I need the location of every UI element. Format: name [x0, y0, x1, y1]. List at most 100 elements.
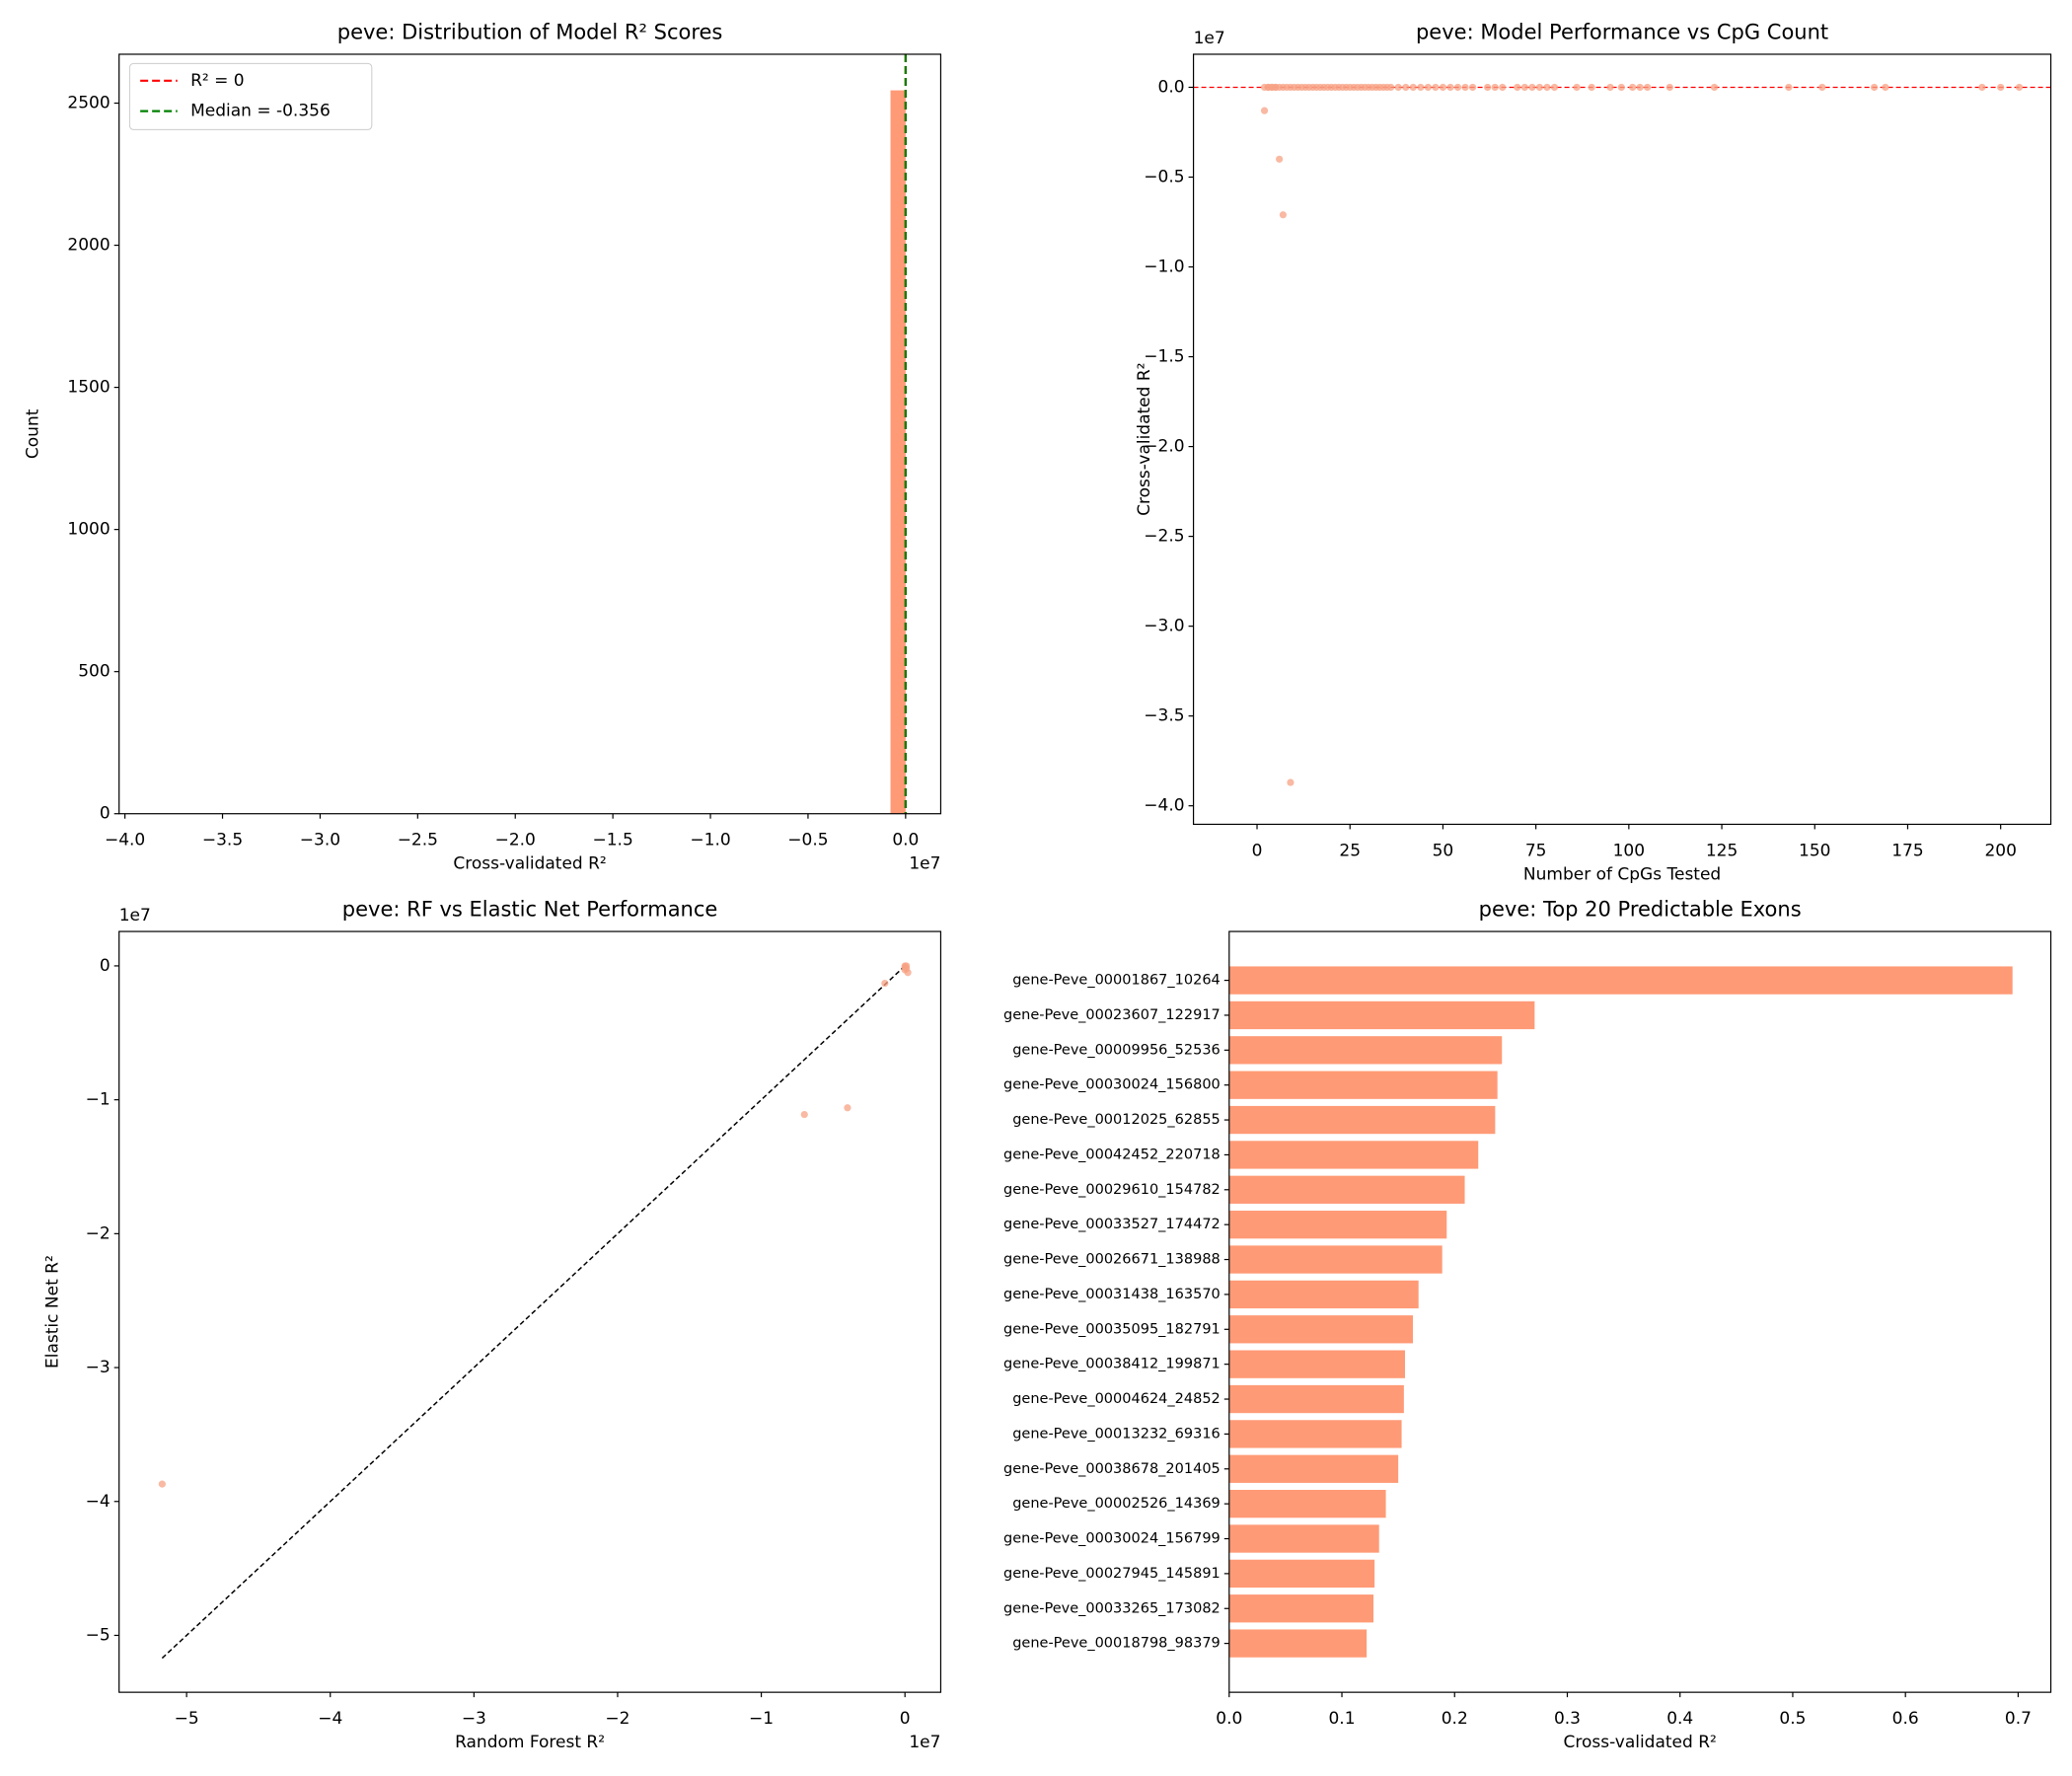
bar: [1228, 1350, 1405, 1378]
scatter-point: [1588, 83, 1595, 92]
scatter-point: [844, 1104, 851, 1112]
y-tick-label: 0.0: [1158, 77, 1185, 97]
x-tick-label: 50: [1433, 841, 1454, 860]
category-label: gene-Peve_00012025_62855: [1012, 1112, 1221, 1128]
scatter-point: [1260, 107, 1269, 114]
bar: [1228, 1384, 1404, 1414]
y-tick-label: 0: [100, 804, 111, 824]
bar: [1228, 1315, 1413, 1344]
category-label: gene-Peve_00031438_163570: [1003, 1287, 1221, 1302]
scatter-point: [1387, 83, 1395, 92]
x-tick-label: 100: [1613, 841, 1645, 860]
x-tick-label: 150: [1799, 841, 1830, 860]
scatter-point: [901, 966, 909, 974]
diagonal-line: [161, 965, 906, 1660]
y-tick-label: −2.0: [1144, 437, 1184, 457]
x-tick-label: 125: [1706, 841, 1738, 860]
x-tick-label: −4.0: [105, 831, 145, 851]
bar: [1228, 1629, 1368, 1658]
scatter-point: [1461, 83, 1469, 92]
y-tick-label: 2000: [67, 236, 110, 256]
category-label: gene-Peve_00002526_14369: [1012, 1496, 1221, 1512]
scatter-point: [1629, 83, 1637, 92]
scatter-point: [1535, 83, 1544, 92]
x-tick-label: −0.5: [787, 831, 828, 851]
scatter-point: [1394, 83, 1402, 92]
x-tick-label: −2.5: [398, 831, 438, 851]
y-axis-label: Cross-validated R²: [1135, 363, 1154, 516]
bar: [1228, 1071, 1498, 1099]
category-label: gene-Peve_00035095_182791: [1003, 1321, 1221, 1337]
scatter-point: [158, 1480, 166, 1488]
x-tick-label: 75: [1525, 841, 1547, 860]
scatter-point: [1446, 83, 1454, 92]
legend-box: [128, 62, 373, 130]
y-axis-label: Elastic Net R²: [43, 1255, 63, 1369]
scatter-point: [1499, 83, 1507, 92]
scatter-point: [1417, 83, 1425, 92]
y-tick-label: 1500: [67, 378, 110, 398]
scatter-point: [2015, 83, 2024, 92]
x-tick-label: −4: [318, 1709, 342, 1729]
x-tick-label: −3.5: [202, 831, 243, 851]
category-label: gene-Peve_00030024_156800: [1003, 1077, 1221, 1093]
bar: [1228, 1420, 1402, 1448]
y-offset-label: 1e7: [119, 906, 151, 925]
scatter-point: [1882, 83, 1889, 92]
scatter-point: [1785, 83, 1793, 92]
x-tick-label: −3: [462, 1709, 486, 1729]
x-tick-label: 0.3: [1554, 1709, 1581, 1729]
scatter-point: [1528, 83, 1536, 92]
scatter-point: [1710, 83, 1719, 92]
category-label: gene-Peve_00023607_122917: [1003, 1007, 1221, 1023]
axes-frame: [1192, 53, 2052, 826]
category-label: gene-Peve_00030024_156799: [1003, 1531, 1221, 1547]
scatter-point: [1453, 83, 1462, 92]
y-tick-label: −1: [86, 1090, 111, 1110]
y-tick-label: −2: [86, 1223, 111, 1243]
scatter-point: [1997, 83, 2005, 92]
y-tick-label: −3.0: [1144, 617, 1184, 636]
y-offset-label: 1e7: [1194, 29, 1225, 48]
x-tick-label: −5: [175, 1709, 199, 1729]
scatter-point: [1636, 83, 1644, 92]
category-label: gene-Peve_00029610_154782: [1003, 1182, 1221, 1198]
category-label: gene-Peve_00042452_220718: [1003, 1147, 1221, 1162]
x-axis-label: Cross-validated R²: [453, 854, 606, 874]
bar: [1228, 1454, 1399, 1483]
y-tick-label: 1000: [67, 520, 110, 540]
x-tick-label: 0.4: [1666, 1709, 1693, 1729]
category-label: gene-Peve_00001867_10264: [1012, 973, 1221, 989]
x-tick-label: 0.0: [892, 831, 919, 851]
scatter-point: [1573, 83, 1581, 92]
scatter-point: [800, 1110, 808, 1119]
scatter-point: [1550, 83, 1559, 92]
x-tick-label: 0: [900, 1709, 911, 1729]
scatter-point: [1491, 83, 1499, 92]
category-label: gene-Peve_00026671_138988: [1003, 1252, 1221, 1268]
bar: [1228, 1036, 1503, 1065]
scatter-point: [1409, 83, 1417, 92]
scatter-point: [1468, 83, 1477, 92]
x-tick-label: 0.2: [1442, 1709, 1468, 1729]
chart-title: peve: Model Performance vs CpG Count: [1416, 21, 1828, 44]
y-tick-label: 0: [100, 956, 111, 976]
category-label: gene-Peve_00018798_98379: [1012, 1636, 1221, 1652]
bar: [1228, 1594, 1374, 1623]
bar: [1228, 1489, 1386, 1518]
category-label: gene-Peve_00038678_201405: [1003, 1461, 1221, 1477]
x-tick-label: 0.1: [1328, 1709, 1355, 1729]
x-axis-label: Number of CpGs Tested: [1523, 864, 1721, 884]
x-tick-label: 0.5: [1779, 1709, 1806, 1729]
scatter-point: [1520, 83, 1528, 92]
category-label: gene-Peve_00038412_199871: [1003, 1357, 1221, 1372]
x-tick-label: 0.0: [1216, 1709, 1242, 1729]
chart-title: peve: Top 20 Predictable Exons: [1479, 898, 1802, 922]
y-tick-label: −1.0: [1144, 258, 1184, 277]
scatter-point: [1439, 83, 1447, 92]
x-tick-label: −2: [605, 1709, 629, 1729]
scatter-point: [1617, 83, 1625, 92]
scatter-point: [1432, 83, 1440, 92]
x-tick-label: −3.0: [300, 831, 340, 851]
